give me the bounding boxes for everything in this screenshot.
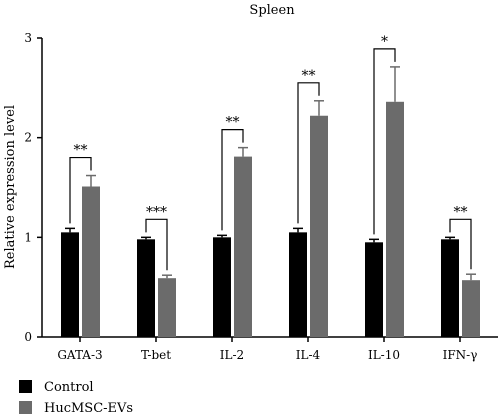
significance-bracket — [449, 218, 472, 270]
bar-control — [137, 239, 155, 337]
legend: Control HucMSC-EVs — [19, 380, 133, 416]
bar-control — [365, 242, 383, 337]
significance-bracket — [221, 129, 244, 231]
bar-control — [213, 237, 231, 337]
x-tick-label: IFN-γ — [443, 348, 478, 362]
significance-label: * — [381, 34, 388, 50]
x-tick-label: T-bet — [141, 348, 171, 362]
bar-control — [289, 232, 307, 337]
y-tick-label: 0 — [24, 330, 32, 344]
x-tick-label: IL-2 — [220, 348, 244, 362]
bar-hucmsc-evs — [82, 186, 100, 337]
bar-hucmsc-evs — [158, 278, 176, 337]
bar-control — [441, 239, 459, 337]
x-tick-label: IL-10 — [368, 348, 400, 362]
significance-label: ** — [454, 204, 468, 220]
bar-hucmsc-evs — [310, 115, 328, 338]
x-tick-label: GATA-3 — [57, 348, 102, 362]
significance-label: *** — [146, 204, 167, 220]
significance-bracket — [69, 156, 92, 224]
significance-bracket — [297, 82, 320, 224]
bar-hucmsc-evs — [462, 280, 480, 337]
y-tick-label: 2 — [24, 131, 32, 145]
bar-hucmsc-evs — [234, 156, 252, 337]
significance-bracket — [373, 48, 396, 235]
legend-swatch-control — [19, 380, 32, 393]
chart-title: Spleen — [249, 3, 295, 18]
bar-control — [61, 232, 79, 337]
y-tick-label: 1 — [24, 230, 32, 244]
significance-label: ** — [226, 115, 240, 131]
legend-label: HucMSC-EVs — [44, 401, 133, 416]
y-axis-label: Relative expression level — [3, 105, 18, 269]
x-tick-label: IL-4 — [296, 348, 321, 362]
significance-brackets: ************ — [69, 34, 472, 271]
legend-label: Control — [44, 380, 94, 395]
significance-label: ** — [74, 143, 88, 159]
y-tick-label: 3 — [24, 31, 32, 45]
significance-bracket — [145, 218, 168, 271]
axes: 0 1 2 3 GATA-3 T-bet IL-2 IL-4 IL-10 IFN-γ — [24, 31, 498, 362]
bar-hucmsc-evs — [386, 101, 404, 337]
bars — [61, 66, 480, 338]
significance-label: ** — [302, 68, 316, 84]
legend-swatch-hucmsc-evs — [19, 401, 32, 414]
